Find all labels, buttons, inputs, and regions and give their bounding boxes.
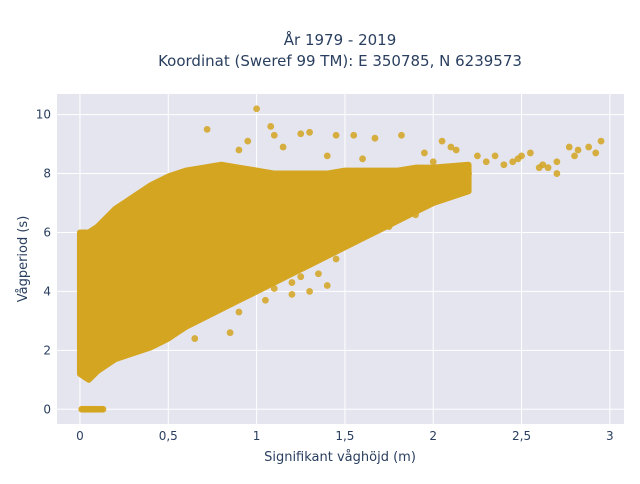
chart-title-line1: År 1979 - 2019 <box>284 30 397 49</box>
scatter-point <box>279 143 287 151</box>
scatter-point <box>262 296 269 304</box>
scatter-point <box>270 131 278 139</box>
scatter-point <box>270 285 278 292</box>
scatter-point <box>306 128 313 136</box>
scatter-point <box>447 143 455 151</box>
y-tick-label: 10 <box>36 108 51 122</box>
scatter-point <box>371 134 379 142</box>
x-tick-label: 0 <box>76 429 84 443</box>
x-tick-label: 2 <box>429 429 437 443</box>
scatter-point <box>235 146 243 154</box>
scatter-point <box>465 170 472 177</box>
scatter-point <box>267 123 275 130</box>
scatter-point <box>452 146 460 154</box>
y-tick-label: 6 <box>43 225 51 239</box>
scatter-point <box>398 131 405 139</box>
scatter-point <box>288 279 296 286</box>
scatter-marks <box>76 105 605 413</box>
scatter-point <box>385 223 393 230</box>
scatter-point <box>544 164 552 172</box>
scatter-point <box>235 308 243 316</box>
scatter-point <box>323 152 331 160</box>
scatter-point <box>526 149 534 157</box>
scatter-point <box>571 152 578 160</box>
scatter-point <box>597 137 605 145</box>
scatter-point <box>226 329 234 337</box>
axis-ticks: 0 0,5 1 1,5 2 2,5 3 0 2 4 6 8 10 <box>36 108 614 443</box>
scatter-point <box>332 255 340 263</box>
x-tick-label: 1,5 <box>335 429 354 443</box>
scatter-point <box>244 137 252 145</box>
scatter-point <box>565 143 573 151</box>
scatter-point <box>491 152 499 160</box>
y-axis-title: Vågperiod (s) <box>16 216 31 303</box>
scatter-point <box>585 143 593 151</box>
x-axis-title: Signifikant våghöjd (m) <box>264 450 416 465</box>
scatter-point <box>482 158 490 166</box>
y-tick-label: 8 <box>43 167 51 181</box>
x-tick-label: 2,5 <box>512 429 531 443</box>
scatter-point <box>191 335 199 342</box>
scatter-point <box>203 125 211 133</box>
scatter-point <box>350 131 358 139</box>
x-tick-label: 0,5 <box>159 429 178 443</box>
scatter-point <box>509 158 517 166</box>
scatter-density-band <box>76 161 472 383</box>
scatter-point <box>306 288 313 295</box>
scatter-point <box>429 158 437 166</box>
scatter-point <box>518 152 525 160</box>
scatter-point <box>592 149 600 157</box>
scatter-point <box>553 170 561 177</box>
chart-title-line2: Koordinat (Sweref 99 TM): E 350785, N 62… <box>158 52 522 70</box>
scatter-point <box>315 270 322 278</box>
y-tick-label: 0 <box>43 402 51 416</box>
scatter-point <box>500 161 508 169</box>
scatter-point <box>412 211 419 219</box>
scatter-point <box>574 146 582 154</box>
scatter-point <box>438 137 446 145</box>
scatter-point <box>359 232 366 239</box>
scatter-point <box>359 155 366 163</box>
scatter-point <box>421 149 428 157</box>
x-tick-label: 1 <box>253 429 261 443</box>
scatter-point <box>253 105 260 113</box>
scatter-point <box>332 131 340 139</box>
scatter-point <box>553 158 561 166</box>
scatter-point <box>297 130 305 138</box>
y-tick-label: 4 <box>43 284 51 298</box>
scatter-point <box>473 152 481 160</box>
x-tick-label: 3 <box>606 429 614 443</box>
scatter-point <box>288 290 296 298</box>
scatter-point <box>535 164 543 172</box>
scatter-point <box>297 273 305 281</box>
scatter-point <box>323 282 331 289</box>
scatter-point-zero <box>99 405 107 413</box>
scatter-point <box>341 240 349 248</box>
y-tick-label: 2 <box>43 343 51 357</box>
